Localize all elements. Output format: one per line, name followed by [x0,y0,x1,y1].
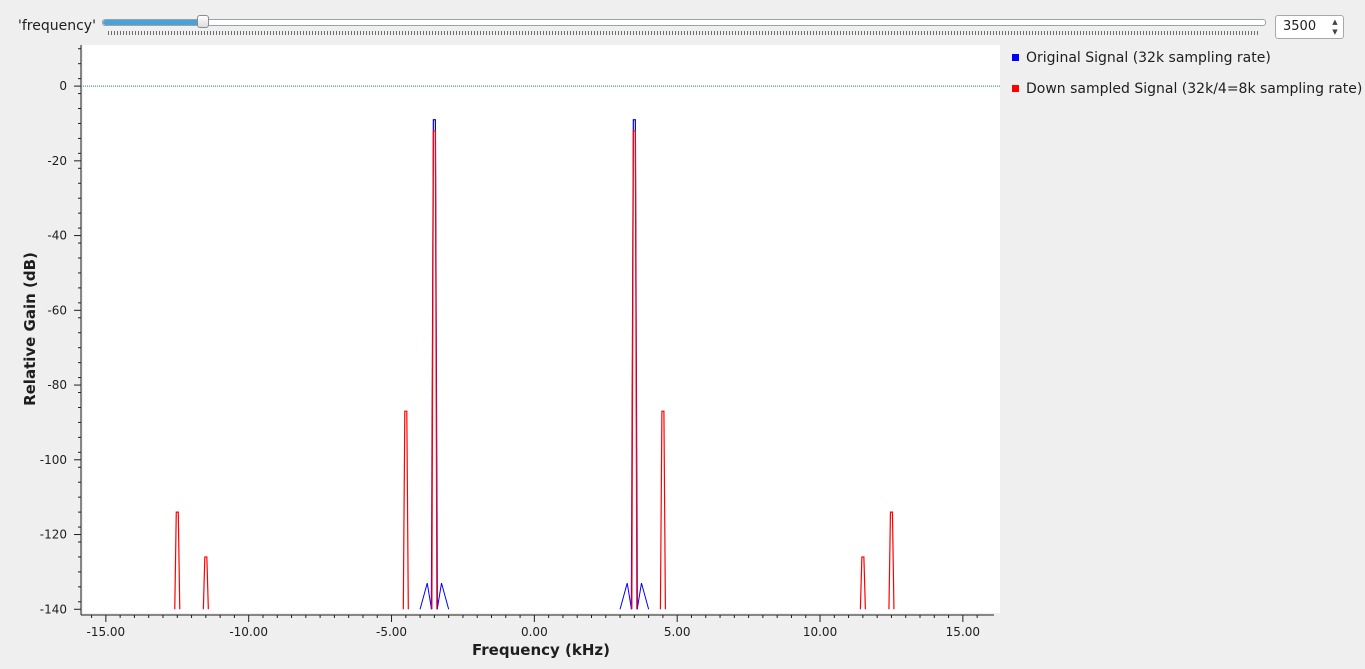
y-tick-label: -120 [40,528,67,542]
downsampled-peak [659,410,667,610]
x-tick-label: -5.00 [376,625,407,639]
downsampled-peak [174,511,181,610]
frequency-spinbox-value[interactable]: 3500 [1283,19,1317,34]
frequency-spinbox[interactable]: 3500 ▲ ▼ [1275,15,1344,39]
downsampled-peak [859,556,866,610]
legend-swatch-downsampled [1012,85,1019,92]
frequency-slider-label: 'frequency' [18,18,96,34]
downsampled-peak [888,511,895,610]
original-skirt [436,582,450,610]
original-skirt [636,582,650,610]
x-tick-label: 5.00 [664,625,691,639]
frequency-slider-fill [103,20,205,25]
original-skirt [419,582,433,610]
x-axis-label: Frequency (kHz) [472,641,610,659]
y-axis-label: Relative Gain (dB) [21,252,39,406]
x-tick-label: 0.00 [521,625,548,639]
legend-label-original: Original Signal (32k sampling rate) [1026,50,1271,66]
x-tick-label: 15.00 [946,625,980,639]
y-tick-label: -140 [40,602,67,616]
axes: 0 -20 -40 -60 -80 -100 -120 -140 -15.00 -10.00 -5.… [40,45,994,639]
frequency-slider-handle[interactable] [197,15,210,28]
x-tick-label: -10.00 [229,625,268,639]
y-tick-label: -40 [47,229,67,243]
x-tick-label: 10.00 [803,625,837,639]
legend-label-downsampled: Down sampled Signal (32k/4=8k sampling r… [1026,81,1363,97]
downsampled-peak [402,410,409,610]
y-tick-label: -80 [47,378,67,392]
plot-canvas [83,45,1000,613]
legend[interactable]: Original Signal (32k sampling rate) Down… [1012,50,1362,112]
plot-area [83,85,1000,610]
original-skirt [619,582,632,610]
y-tick-label: -20 [47,154,67,168]
y-tick-label: 0 [59,79,67,93]
downsampled-peak [631,130,638,610]
legend-swatch-original [1012,54,1019,61]
legend-item-downsampled[interactable]: Down sampled Signal (32k/4=8k sampling r… [1012,81,1362,112]
spin-up-icon[interactable]: ▲ [1332,18,1338,26]
frequency-slider-ticks [108,31,1260,35]
downsampled-peak [202,556,209,610]
x-tick-label: -15.00 [87,625,126,639]
y-tick-label: -60 [47,303,67,317]
spin-down-icon[interactable]: ▼ [1332,28,1338,36]
legend-item-original[interactable]: Original Signal (32k sampling rate) [1012,50,1362,81]
frequency-slider-track[interactable] [102,19,1266,26]
y-tick-label: -100 [40,453,67,467]
downsampled-peak [431,130,438,610]
